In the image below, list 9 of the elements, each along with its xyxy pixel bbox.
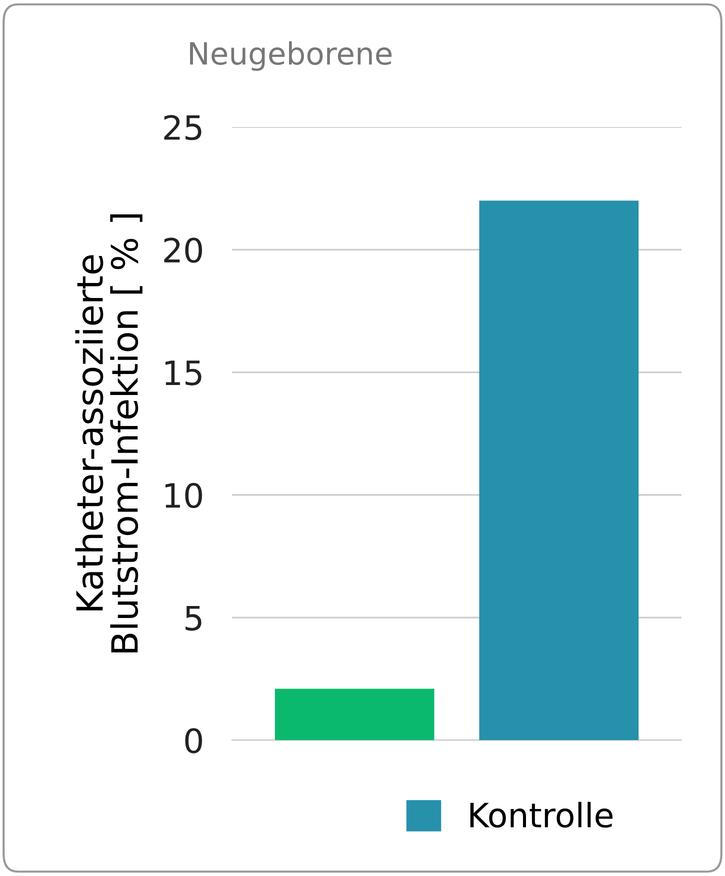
chart-title: Neugeborene [190, 41, 392, 71]
y-axis-title: Katheter-assoziierte Blutstrom-Infektion [ % ] [75, 214, 142, 652]
y-tick-label: 10 [165, 482, 202, 508]
y-tick-label: 25 [164, 114, 202, 140]
legend-label: Kontrolle [470, 802, 612, 828]
y-tick-label: 20 [164, 238, 202, 263]
y-tick-label: 0 [185, 728, 202, 754]
y-tick-label: 15 [165, 360, 202, 386]
y-tick-label: 5 [186, 606, 202, 631]
